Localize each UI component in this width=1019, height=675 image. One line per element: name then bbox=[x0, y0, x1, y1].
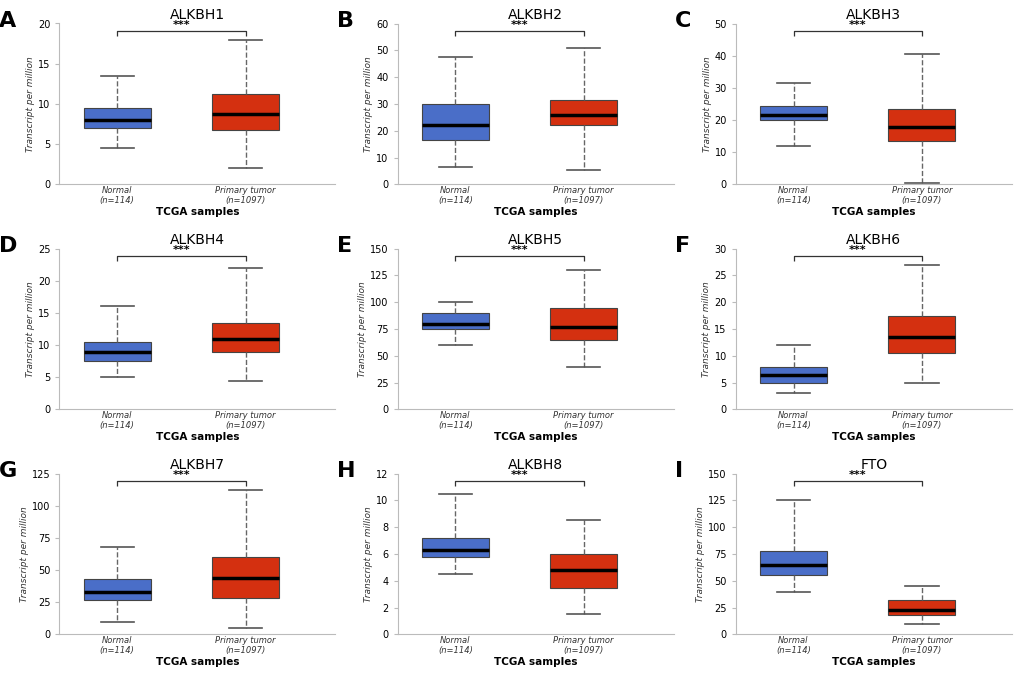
Text: ***: *** bbox=[511, 245, 528, 255]
X-axis label: TCGA samples: TCGA samples bbox=[156, 432, 238, 441]
Text: I: I bbox=[675, 460, 683, 481]
PathPatch shape bbox=[84, 108, 151, 128]
X-axis label: TCGA samples: TCGA samples bbox=[156, 657, 238, 667]
Y-axis label: Transcript per million: Transcript per million bbox=[364, 56, 373, 152]
Title: ALKBH7: ALKBH7 bbox=[170, 458, 225, 472]
Text: B: B bbox=[336, 11, 354, 30]
Y-axis label: Transcript per million: Transcript per million bbox=[702, 281, 711, 377]
PathPatch shape bbox=[550, 100, 616, 126]
Text: ***: *** bbox=[172, 470, 190, 480]
Y-axis label: Transcript per million: Transcript per million bbox=[358, 281, 367, 377]
Title: ALKBH6: ALKBH6 bbox=[846, 234, 901, 247]
Text: ***: *** bbox=[172, 245, 190, 255]
Text: ***: *** bbox=[511, 470, 528, 480]
X-axis label: TCGA samples: TCGA samples bbox=[832, 432, 915, 441]
PathPatch shape bbox=[888, 109, 954, 141]
PathPatch shape bbox=[212, 95, 278, 130]
Text: ***: *** bbox=[172, 20, 190, 30]
PathPatch shape bbox=[888, 316, 954, 353]
X-axis label: TCGA samples: TCGA samples bbox=[832, 657, 915, 667]
X-axis label: TCGA samples: TCGA samples bbox=[832, 207, 915, 217]
Text: D: D bbox=[0, 236, 17, 256]
Text: ***: *** bbox=[511, 20, 528, 30]
Y-axis label: Transcript per million: Transcript per million bbox=[26, 56, 36, 152]
PathPatch shape bbox=[422, 538, 488, 557]
X-axis label: TCGA samples: TCGA samples bbox=[493, 432, 577, 441]
Text: G: G bbox=[0, 460, 17, 481]
Text: A: A bbox=[0, 11, 16, 30]
PathPatch shape bbox=[550, 554, 616, 587]
Y-axis label: Transcript per million: Transcript per million bbox=[20, 506, 29, 602]
Y-axis label: Transcript per million: Transcript per million bbox=[364, 506, 373, 602]
Title: ALKBH4: ALKBH4 bbox=[170, 234, 225, 247]
PathPatch shape bbox=[84, 342, 151, 361]
Title: ALKBH8: ALKBH8 bbox=[507, 458, 562, 472]
X-axis label: TCGA samples: TCGA samples bbox=[493, 207, 577, 217]
PathPatch shape bbox=[422, 313, 488, 329]
Title: ALKBH1: ALKBH1 bbox=[170, 8, 225, 22]
Text: ***: *** bbox=[848, 470, 866, 480]
Y-axis label: Transcript per million: Transcript per million bbox=[702, 56, 711, 152]
PathPatch shape bbox=[422, 104, 488, 140]
PathPatch shape bbox=[888, 600, 954, 615]
PathPatch shape bbox=[550, 308, 616, 340]
Title: ALKBH5: ALKBH5 bbox=[507, 234, 562, 247]
Text: E: E bbox=[336, 236, 352, 256]
PathPatch shape bbox=[212, 558, 278, 599]
X-axis label: TCGA samples: TCGA samples bbox=[493, 657, 577, 667]
Text: ***: *** bbox=[848, 20, 866, 30]
Title: ALKBH3: ALKBH3 bbox=[846, 8, 901, 22]
Title: ALKBH2: ALKBH2 bbox=[507, 8, 562, 22]
Y-axis label: Transcript per million: Transcript per million bbox=[696, 506, 705, 602]
PathPatch shape bbox=[759, 367, 826, 383]
Title: FTO: FTO bbox=[859, 458, 887, 472]
Text: F: F bbox=[675, 236, 690, 256]
Text: ***: *** bbox=[848, 245, 866, 255]
Text: H: H bbox=[336, 460, 355, 481]
PathPatch shape bbox=[212, 323, 278, 352]
PathPatch shape bbox=[759, 551, 826, 576]
Y-axis label: Transcript per million: Transcript per million bbox=[26, 281, 35, 377]
Text: C: C bbox=[675, 11, 691, 30]
X-axis label: TCGA samples: TCGA samples bbox=[156, 207, 238, 217]
PathPatch shape bbox=[84, 579, 151, 599]
PathPatch shape bbox=[759, 105, 826, 120]
